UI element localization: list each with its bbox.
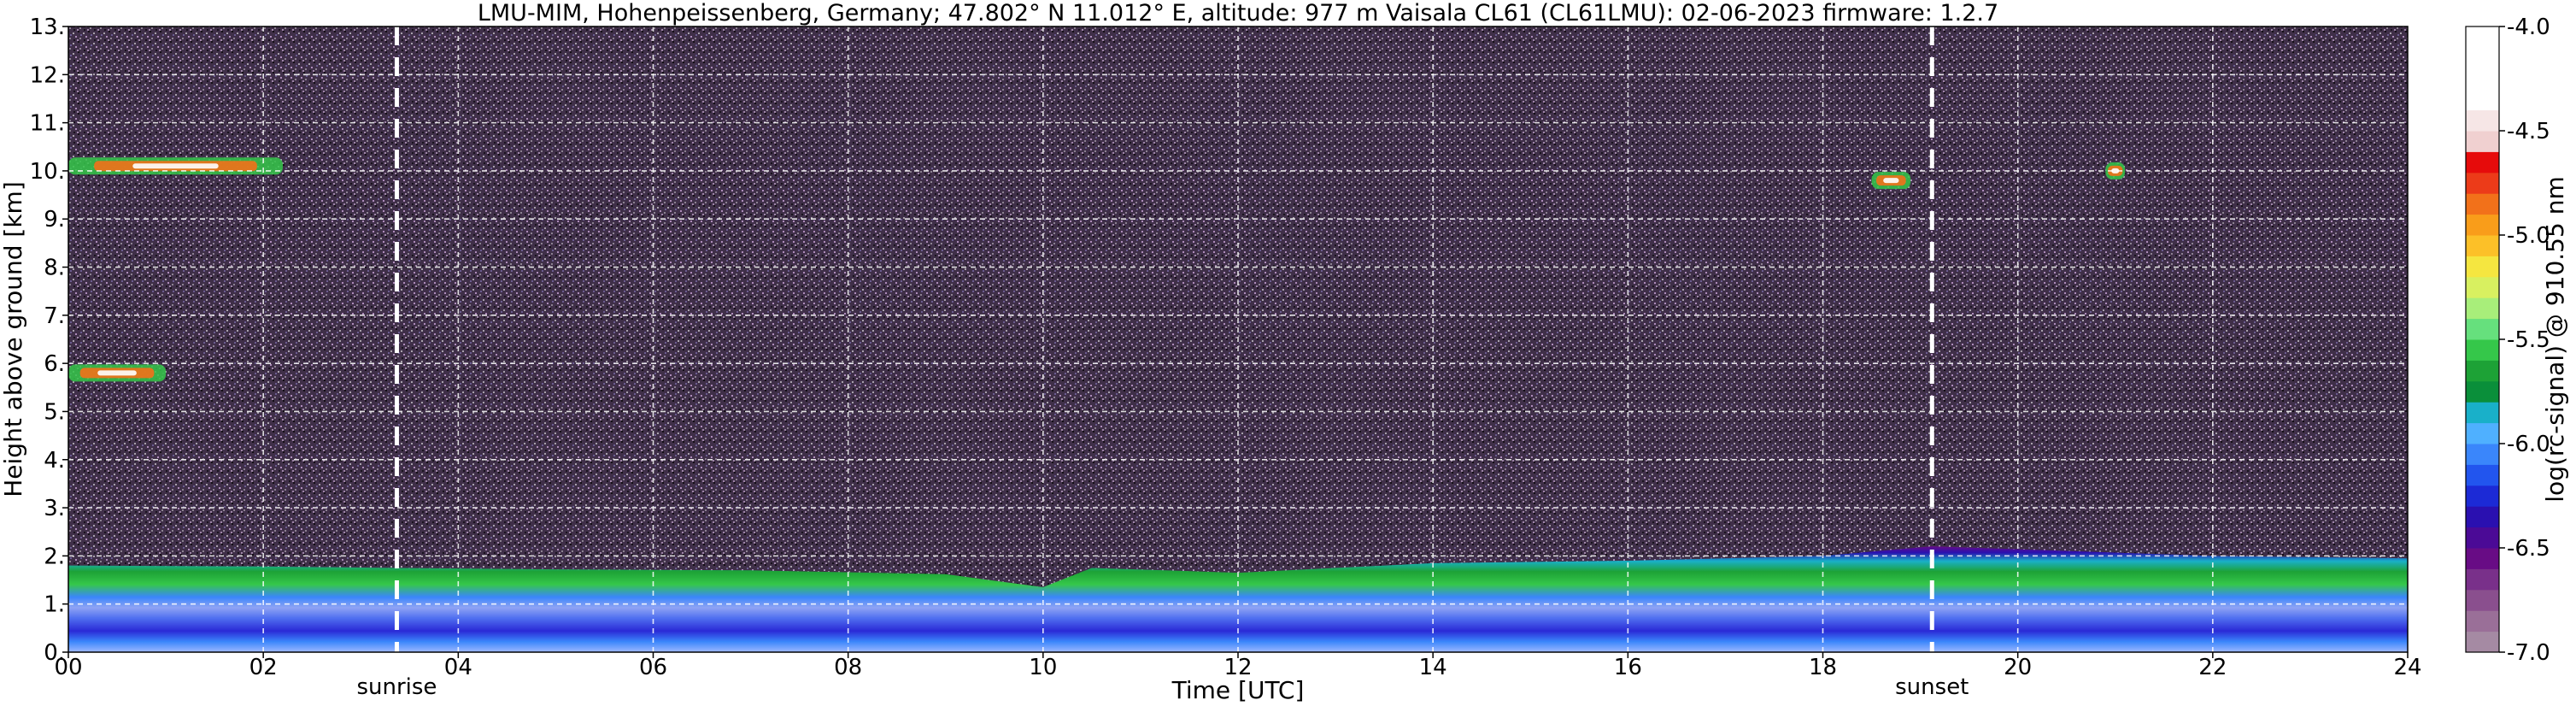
y-tick-label: 2. [44,544,65,569]
x-tick-label: 14 [1419,655,1447,680]
colorbar-swatch [2466,172,2499,194]
cloud-peak [97,370,137,376]
x-tick-label: 10 [1029,655,1057,680]
gridlines [68,26,2408,652]
x-tick-label: 02 [249,655,278,680]
colorbar-swatch [2466,610,2499,632]
colorbar-swatch [2466,276,2499,298]
cloud-feature [68,157,283,175]
event-labels: sunrise sunset [356,674,1969,700]
x-tick-label: 12 [1223,655,1252,680]
colorbar-swatch [2466,297,2499,320]
x-axis-ticks: 00 02 04 06 08 10 12 14 16 18 20 22 24 [54,652,2422,680]
event-lines [394,26,1934,652]
colorbar-swatch [2466,256,2499,278]
x-tick-label: 18 [1809,655,1837,680]
event-label: sunset [1895,674,1969,700]
colorbar-swatches [2466,26,2499,653]
colorbar-swatch [2466,422,2499,444]
colorbar-label: log(rc-signal) @ 910.55 nm [2541,176,2569,502]
x-axis-label: Time [UTC] [1171,676,1305,704]
y-tick-label: 11. [30,111,65,137]
colorbar-swatch [2466,464,2499,486]
colorbar-swatch [2466,339,2499,361]
colorbar-swatch [2466,26,2499,48]
y-tick-label: 10. [30,159,65,185]
x-tick-label: 16 [1614,655,1642,680]
colorbar-swatch [2466,131,2499,152]
colorbar-swatch [2466,485,2499,507]
colorbar-swatch [2466,151,2499,174]
cloud-peak [1883,178,1899,184]
cloud-peak [2111,168,2120,174]
colorbar-swatch [2466,47,2499,69]
y-tick-label: 3. [44,496,65,521]
y-tick-label: 13. [30,15,65,40]
colorbar-swatch [2466,235,2499,256]
colorbar-swatch [2466,109,2499,132]
x-tick-label: 06 [639,655,667,680]
colorbar-swatch [2466,527,2499,549]
colorbar-swatch [2466,89,2499,111]
colorbar-swatch [2466,444,2499,465]
colorbar-tick-label: -4.5 [2507,119,2550,144]
cloud-feature [68,364,167,382]
plot-area [67,26,2409,653]
colorbar-swatch [2466,318,2499,340]
colorbar-tick-label: -6.0 [2507,432,2550,457]
event-label: sunrise [356,674,437,700]
cloud-peak [132,163,219,169]
colorbar: -7.0 -6.5 -6.0 -5.5 -5.0 -4.5 -4.0 log(rc-sign… [2465,15,2569,666]
title: LMU-MIM, Hohenpeissenberg, Germany; 47.8… [478,0,1998,26]
y-tick-label: 9. [44,207,65,232]
y-tick-label: 4. [44,448,65,474]
chart-title: LMU-MIM, Hohenpeissenberg, Germany; 47.8… [478,0,1998,26]
cloud-feature [1871,172,1911,190]
x-tick-label: 24 [2393,655,2421,680]
colorbar-swatch [2466,589,2499,611]
colorbar-tick-label: -5.0 [2507,223,2550,249]
colorbar-swatch [2466,360,2499,382]
colorbar-swatch [2466,631,2499,653]
cloud-feature [2105,162,2126,179]
colorbar-swatch [2466,380,2499,403]
y-tick-label: 8. [44,256,65,281]
y-tick-label: 6. [44,351,65,377]
y-tick-label: 7. [44,303,65,329]
x-tick-label: 04 [444,655,472,680]
colorbar-swatch [2466,402,2499,424]
colorbar-tick-label: -7.0 [2507,640,2550,666]
x-tick-label: 00 [54,655,82,680]
y-axis-label: Height above ground [km] [0,181,27,497]
colorbar-swatch [2466,548,2499,569]
colorbar-swatch [2466,506,2499,528]
y-tick-label: 5. [44,399,65,425]
colorbar-swatch [2466,568,2499,591]
y-axis-ticks: 0. 1. 2. 3. 4. 5. 6. 7. 8. 9. 10. 11. 12. 13. [30,15,68,666]
x-tick-label: 20 [2004,655,2032,680]
x-tick-label: 08 [834,655,862,680]
colorbar-swatch [2466,214,2499,236]
colorbar-swatch [2466,68,2499,90]
colorbar-swatch [2466,193,2499,215]
x-tick-label: 22 [2198,655,2227,680]
y-tick-label: 0. [44,640,65,666]
y-tick-label: 1. [44,592,65,618]
colorbar-tick-label: -6.5 [2507,536,2550,562]
colorbar-tick-label: -4.0 [2507,15,2550,40]
y-tick-label: 12. [30,62,65,88]
colorbar-tick-label: -5.5 [2507,327,2550,353]
colorbar-ticks: -7.0 -6.5 -6.0 -5.5 -5.0 -4.5 -4.0 [2499,15,2550,666]
